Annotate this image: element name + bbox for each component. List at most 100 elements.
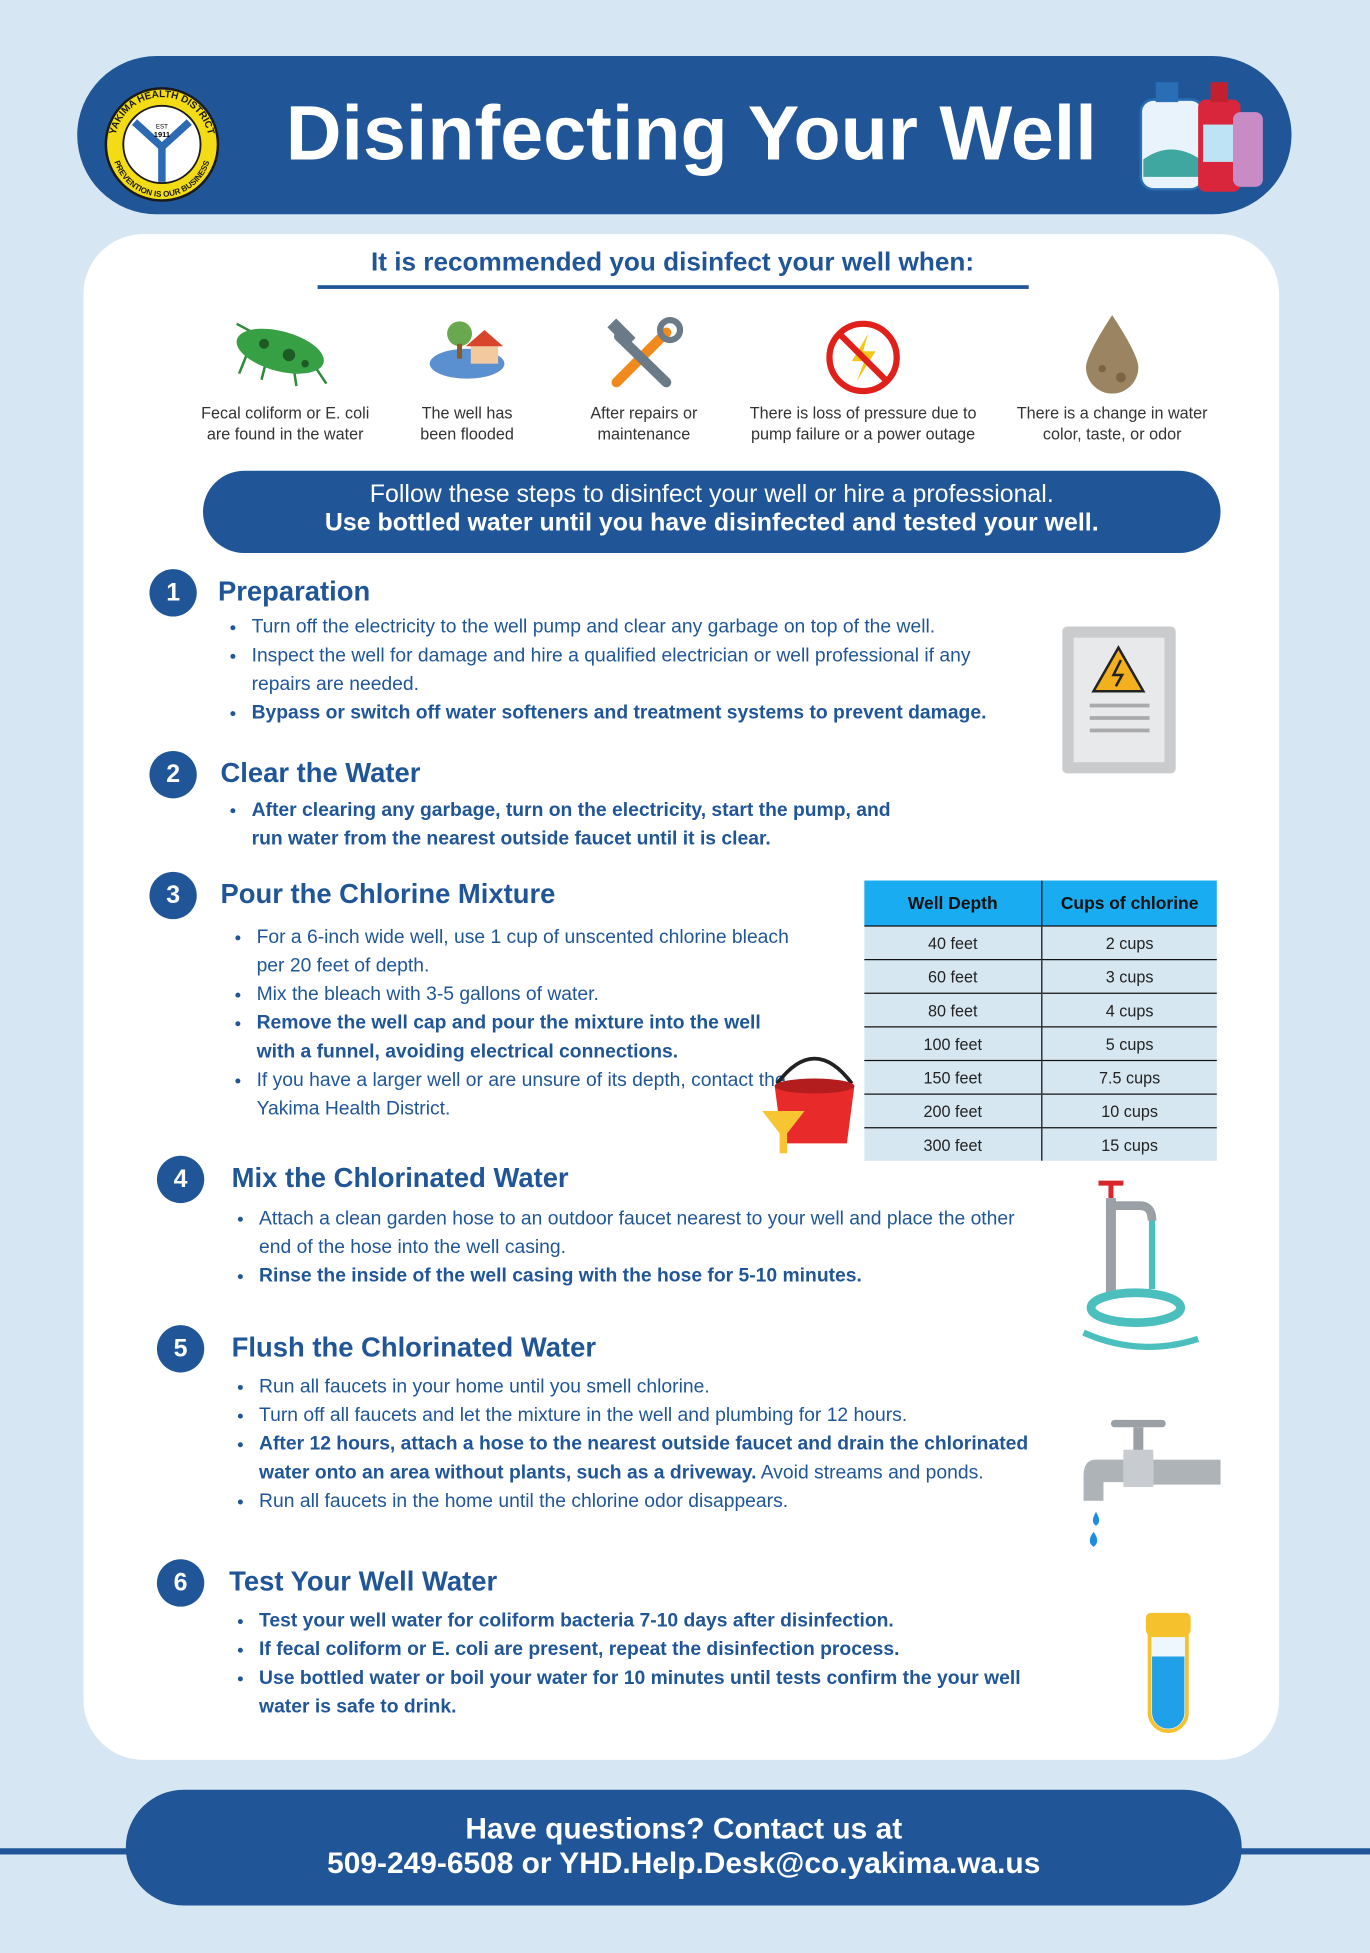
table-cell: 15 cups	[1041, 1127, 1217, 1161]
step-number: 3	[149, 871, 197, 920]
caption-line: color, taste, or odor	[1042, 424, 1182, 444]
column-header: Well Depth	[864, 880, 1043, 926]
bottles-icon	[1139, 82, 1263, 192]
trigger-caption: There is loss of pressure due to pump fai…	[745, 402, 982, 444]
bullet-text: Use bottled water or boil your water for…	[259, 1667, 1021, 1718]
table-cell: 2 cups	[1041, 925, 1217, 960]
icon-shape	[1210, 82, 1229, 103]
step-title: Clear the Water	[220, 757, 421, 789]
bullet: Inspect the well for damage and hire a q…	[249, 641, 1034, 698]
caption-line: After repairs or	[590, 403, 698, 423]
step-number: 4	[156, 1155, 205, 1204]
bullet-text: Bypass or switch off water softeners and…	[251, 702, 987, 724]
bullet: Test your well water for coliform bacter…	[257, 1607, 1029, 1636]
table-cell: 150 feet	[864, 1059, 1043, 1095]
trigger-caption: There is a change in water color, taste, …	[994, 402, 1231, 444]
bullet: Run all faucets in the home until the ch…	[257, 1487, 1079, 1516]
table-row: 40 feet 2 cups	[864, 925, 1217, 960]
bullet: Use bottled water or boil your water for…	[257, 1664, 1029, 1721]
banner-line: Use bottled water until you have disinfe…	[324, 509, 1099, 537]
caption-line: maintenance	[597, 424, 691, 444]
table-cell: 7.5 cups	[1041, 1059, 1217, 1095]
icon-shape	[1232, 112, 1263, 187]
icon-shape	[1143, 149, 1201, 177]
bullet: Rinse the inside of the well casing with…	[257, 1262, 1029, 1291]
bullet-text: If you have a larger well or are unsure …	[256, 1069, 786, 1120]
step-title: Preparation	[217, 575, 371, 607]
step-title: Flush the Chlorinated Water	[231, 1331, 596, 1363]
caption-line: The well has	[421, 403, 513, 423]
bullet-list: For a 6-inch wide well, use 1 cup of uns…	[234, 923, 802, 1124]
bullet: Mix the bleach with 3-5 gallons of water…	[254, 980, 802, 1009]
bullet-list: Run all faucets in your home until you s…	[237, 1372, 1079, 1515]
table-header: Well Depth Cups of chlorine	[864, 880, 1217, 926]
table-cell: 80 feet	[864, 992, 1043, 1027]
table-cell: 60 feet	[864, 958, 1043, 994]
logo-est: EST	[156, 123, 168, 130]
bullet-list: Test your well water for coliform bacter…	[237, 1607, 1029, 1722]
banner-line: Follow these steps to disinfect your wel…	[369, 480, 1054, 509]
trigger-caption: The well has been flooded	[349, 402, 586, 444]
bullet-text: For a 6-inch wide well, use 1 cup of uns…	[256, 926, 789, 977]
icon-shape	[1203, 124, 1236, 162]
bullet: If you have a larger well or are unsure …	[254, 1066, 802, 1123]
bullet-list: After clearing any garbage, turn on the …	[229, 796, 897, 853]
caption-line: There is loss of pressure due to	[749, 403, 977, 423]
table-cell: 5 cups	[1041, 1026, 1217, 1061]
step-number: 1	[149, 569, 197, 617]
page-title: Disinfecting Your Well	[285, 90, 1097, 177]
bullet-text: Run all faucets in the home until the ch…	[259, 1490, 789, 1512]
bullet-text: Rinse the inside of the well casing with…	[259, 1265, 862, 1287]
bullet-text: After 12 hours, attach a hose to the nea…	[259, 1433, 1029, 1484]
heading-underline	[317, 285, 1029, 289]
table-row: 80 feet 4 cups	[864, 992, 1217, 1027]
step-title: Test Your Well Water	[229, 1565, 498, 1597]
chlorine-table: Well Depth Cups of chlorine 40 feet 2 cups 6…	[864, 880, 1217, 1161]
step-title: Pour the Chlorine Mixture	[220, 878, 556, 910]
bullet: Bypass or switch off water softeners and…	[249, 699, 1034, 728]
trigger-heading: It is recommended you disinfect your wel…	[370, 247, 975, 277]
table-cell: 4 cups	[1041, 992, 1217, 1027]
bullet: Remove the well cap and pour the mixture…	[254, 1009, 802, 1066]
caption-line: pump failure or a power outage	[751, 424, 976, 444]
bullet: For a 6-inch wide well, use 1 cup of uns…	[254, 923, 802, 980]
table-container: Well Depth Cups of chlorine 40 feet 2 cups 6…	[864, 880, 1217, 1161]
caption-line: Fecal coliform or E. coli	[201, 403, 370, 423]
bullet: After 12 hours, attach a hose to the nea…	[257, 1430, 1079, 1487]
table-cell: 10 cups	[1041, 1093, 1217, 1128]
logo: YAKIMA HEALTH DISTRICT PREVENTION IS OUR…	[104, 87, 220, 202]
bullet: Run all faucets in your home until you s…	[257, 1372, 1079, 1401]
bullet-text: Turn off all faucets and let the mixture…	[259, 1404, 908, 1427]
logo-year: 1911	[154, 130, 170, 139]
table-cell: 200 feet	[864, 1093, 1043, 1128]
trigger-caption: Fecal coliform or E. coli are found in th…	[167, 402, 404, 444]
table-cell: 300 feet	[864, 1127, 1043, 1161]
step-number: 5	[156, 1325, 205, 1373]
footer-line: Have questions? Contact us at	[465, 1812, 903, 1846]
trigger-caption: After repairs or maintenance	[526, 402, 763, 444]
caption-line: been flooded	[420, 424, 514, 444]
column-header: Cups of chlorine	[1041, 880, 1217, 926]
table-cell: 100 feet	[864, 1026, 1043, 1061]
step-number: 2	[149, 751, 197, 799]
bullet: Attach a clean garden hose to an outdoor…	[257, 1204, 1029, 1261]
bullet-text: If fecal coliform or E. coli are present…	[259, 1639, 900, 1661]
header-bar	[77, 56, 1292, 215]
caption-line: There is a change in water	[1016, 403, 1208, 423]
bullet-text: After clearing any garbage, turn on the …	[251, 799, 891, 850]
banner	[203, 470, 1221, 553]
table-row: 60 feet 3 cups	[864, 958, 1217, 994]
table-row: 150 feet 7.5 cups	[864, 1059, 1217, 1095]
bullet: Turn off the electricity to the well pum…	[249, 613, 1034, 642]
bullet-text: Attach a clean garden hose to an outdoor…	[259, 1208, 1015, 1258]
bullet: Turn off all faucets and let the mixture…	[257, 1401, 1079, 1430]
table-row: 100 feet 5 cups	[864, 1026, 1217, 1061]
table-row: 300 feet 15 cups	[864, 1127, 1217, 1161]
bullet-text: Avoid streams and ponds.	[756, 1462, 984, 1484]
bullet-text: Remove the well cap and pour the mixture…	[256, 1012, 761, 1063]
step-number: 6	[156, 1559, 205, 1607]
bullet-text: Run all faucets in your home until you s…	[259, 1376, 710, 1398]
step-title: Mix the Chlorinated Water	[231, 1162, 569, 1194]
